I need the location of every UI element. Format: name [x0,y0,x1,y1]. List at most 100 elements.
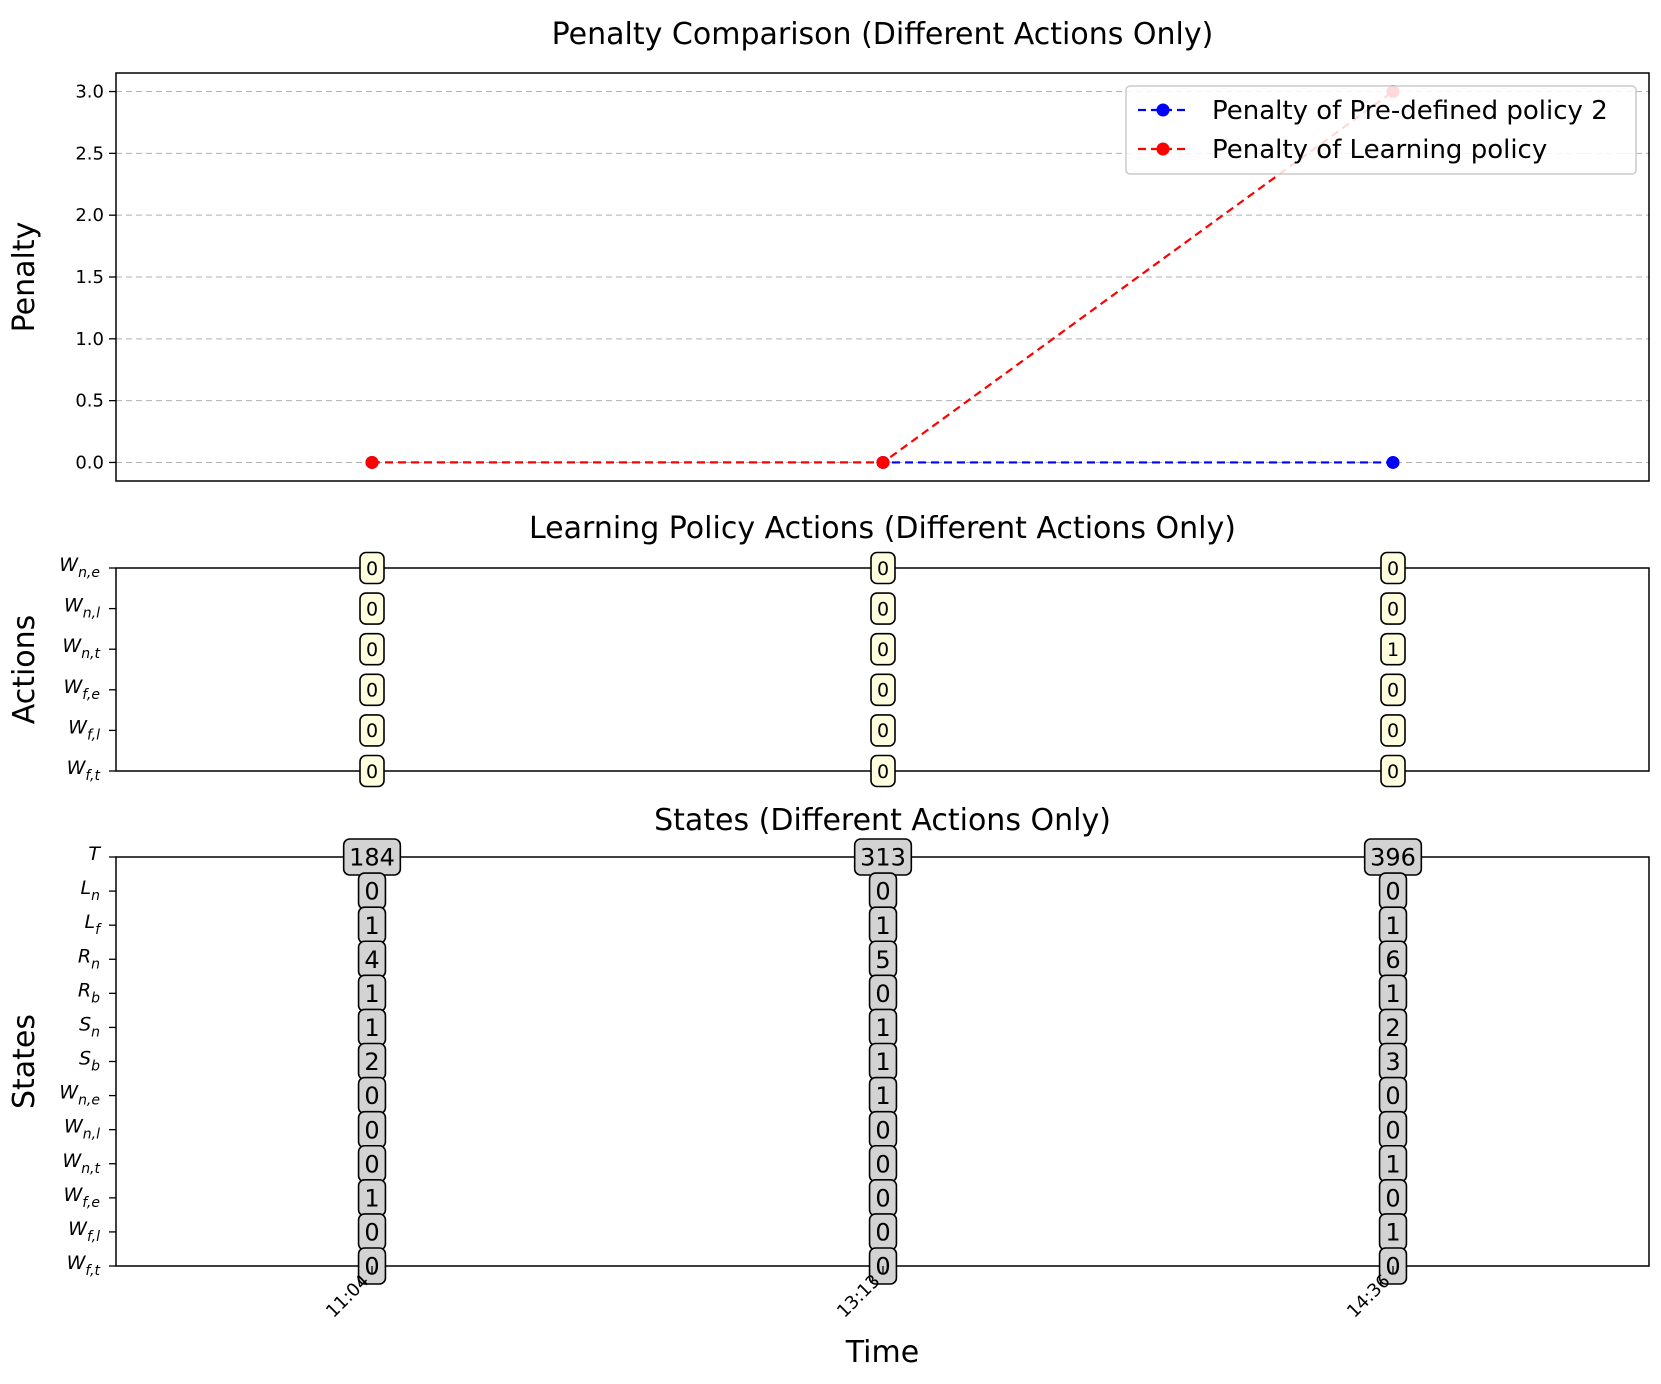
svg-text:1: 1 [364,1014,379,1042]
state-value-badge: 1 [868,906,898,944]
penalty-plot-frame [115,72,1650,482]
svg-text:1: 1 [364,1184,379,1212]
action-row-label: Wn,e [59,554,100,581]
state-value-badge: 5 [868,940,898,979]
y-tick-label: 1.5 [75,267,104,288]
actions-y-axis-label: Actions [7,615,42,725]
state-value-badge: 1 [1378,974,1408,1013]
state-value-badge: 0 [868,1179,898,1217]
state-value-badge: 4 [357,940,387,979]
state-value-badge: 1 [357,906,387,944]
state-value-badge: 396 [1363,838,1423,876]
actions-chart-title: Learning Policy Actions (Different Actio… [529,511,1236,546]
state-value-badge: 1 [357,974,387,1013]
svg-text:0: 0 [366,558,378,580]
series-2-point [876,455,890,469]
state-value-badge: 3 [1378,1042,1408,1081]
svg-text:5: 5 [875,946,890,974]
state-value-badge: 6 [1378,940,1408,979]
time-x-ticks: 11:04 13:13 14:36 [322,1266,1395,1322]
state-row-label: Wn,t [62,1150,100,1177]
action-value-badge: 0 [1380,592,1406,625]
svg-text:0: 0 [877,761,889,783]
svg-text:0: 0 [366,761,378,783]
action-value-badge: 0 [359,592,385,625]
svg-text:0: 0 [875,878,890,906]
state-value-badge: 0 [1378,1110,1408,1149]
svg-text:1: 1 [1385,912,1400,940]
y-tick-label: 0.0 [75,452,104,473]
state-value-badge: 0 [868,974,898,1013]
state-value-badge: 1 [357,1179,387,1217]
state-value-badge: 0 [1378,872,1408,910]
svg-text:0: 0 [1387,558,1399,580]
svg-text:0: 0 [875,1116,890,1144]
svg-text:1: 1 [1387,639,1399,661]
penalty-panel: Penalty Comparison (Different Actions On… [7,17,1650,482]
actions-badges: 0 0 0 0 0 0 0 0 1 0 0 0 0 0 0 0 0 0 [359,551,1406,788]
svg-text:0: 0 [364,1219,379,1247]
states-y-axis-label: States [7,1014,42,1109]
state-value-badge: 0 [868,1144,898,1183]
states-panel: States (Different Actions Only) States T… [7,803,1650,1370]
svg-text:0: 0 [877,680,889,702]
state-row-label: Wf,e [63,1184,100,1211]
svg-text:4: 4 [364,946,379,974]
action-row-label: Wn,l [64,595,100,622]
svg-text:0: 0 [875,1219,890,1247]
state-value-badge: 1 [1378,1213,1408,1251]
state-value-badge: 2 [1378,1008,1408,1047]
state-value-badge: 0 [357,1076,387,1115]
state-row-label: Wf,t [67,1252,101,1279]
action-row-label: Wf,t [67,757,101,784]
svg-text:1: 1 [1385,980,1400,1008]
svg-text:2: 2 [364,1048,379,1076]
series-2-point [365,455,379,469]
svg-text:1: 1 [364,912,379,940]
state-row-label: Ln [81,877,100,904]
state-value-badge: 313 [853,838,913,876]
time-x-axis-label: Time [845,1335,919,1370]
state-value-badge: 0 [357,1213,387,1251]
svg-text:0: 0 [1387,761,1399,783]
action-value-badge: 0 [870,592,896,625]
svg-text:0: 0 [1387,720,1399,742]
state-value-badge: 1 [868,1042,898,1081]
y-tick-label: 1.0 [75,329,104,350]
state-value-badge: 0 [868,1213,898,1251]
action-row-label: Wf,l [68,716,100,743]
states-chart-title: States (Different Actions Only) [654,803,1111,838]
action-value-badge: 0 [1380,551,1406,585]
actions-row-labels: Wn,e Wn,l Wn,t Wf,e Wf,l Wf,t [59,554,116,784]
svg-text:0: 0 [1387,680,1399,702]
svg-text:0: 0 [877,720,889,742]
action-value-badge: 0 [870,714,896,747]
state-value-badge: 1 [357,1008,387,1047]
state-row-label: Sb [79,1048,100,1075]
state-row-label: Rb [78,979,100,1006]
svg-text:3: 3 [1385,1048,1400,1076]
penalty-y-axis-label: Penalty [7,222,42,333]
state-value-badge: 2 [357,1042,387,1081]
svg-text:1: 1 [875,912,890,940]
state-value-badge: 0 [868,872,898,910]
svg-text:0: 0 [1385,1116,1400,1144]
penalty-legend: Penalty of Pre-defined policy 2 Penalty o… [1125,85,1637,175]
state-value-badge: 0 [1378,1179,1408,1217]
state-row-label: Wn,e [59,1082,100,1109]
action-value-badge: 0 [870,632,896,666]
state-value-badge: 0 [357,1110,387,1149]
svg-text:1: 1 [1385,1219,1400,1247]
action-value-badge: 0 [1380,673,1406,707]
svg-text:396: 396 [1370,844,1416,872]
svg-text:0: 0 [1387,598,1399,620]
actions-panel: Learning Policy Actions (Different Actio… [7,511,1650,788]
state-value-badge: 0 [357,872,387,910]
action-value-badge: 0 [1380,714,1406,747]
state-value-badge: 1 [868,1076,898,1115]
svg-text:0: 0 [1385,1082,1400,1110]
action-value-badge: 0 [359,754,385,788]
state-row-label: T [88,843,101,865]
legend-label: Penalty of Pre-defined policy 2 [1212,96,1608,126]
